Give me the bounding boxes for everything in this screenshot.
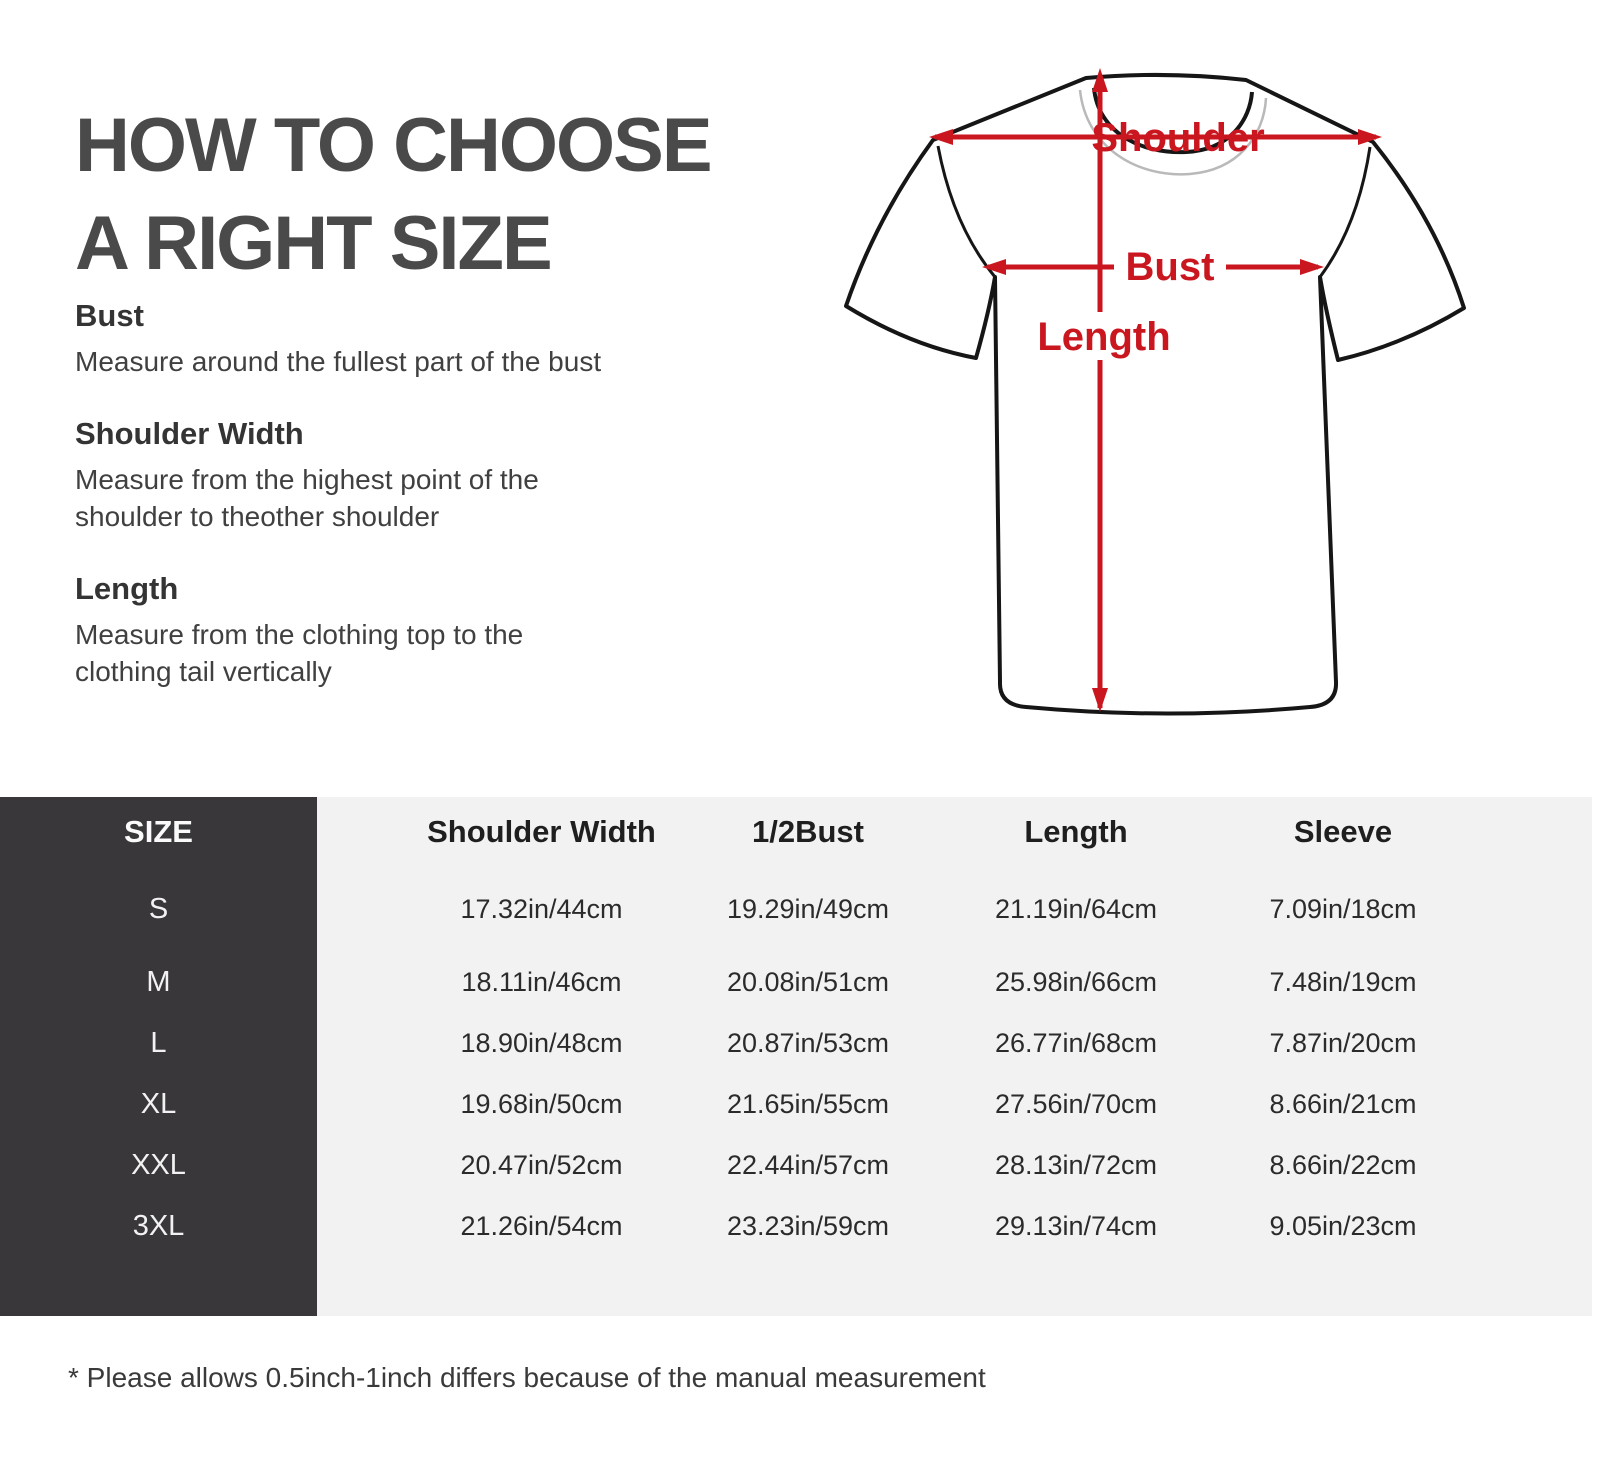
value-xxl-shoulder: 20.47in/52cm bbox=[460, 1150, 623, 1180]
value-3xl-sleeve: 9.05in/23cm bbox=[1269, 1211, 1417, 1241]
column-header-sleeve: Sleeve bbox=[1293, 814, 1393, 849]
size-label-xxl: XXL bbox=[131, 1149, 186, 1181]
length-label-backdrop bbox=[1046, 312, 1162, 360]
tshirt-measurement-diagram: Shoulder Bust Length bbox=[844, 68, 1466, 716]
instruction-length: Length Measure from the clothing top to … bbox=[75, 571, 735, 690]
column-header-half-bust: 1/2Bust bbox=[752, 814, 864, 849]
value-3xl-shoulder: 21.26in/54cm bbox=[460, 1211, 623, 1241]
value-s-length: 21.19in/64cm bbox=[994, 893, 1158, 924]
value-xxl-length: 28.13in/72cm bbox=[994, 1150, 1158, 1180]
bust-arrowhead-left bbox=[982, 259, 1006, 275]
size-label-xl: XL bbox=[140, 1088, 177, 1120]
instruction-shoulder-width-heading: Shoulder Width bbox=[75, 416, 304, 451]
value-xxl-sleeve: 8.66in/22cm bbox=[1269, 1150, 1417, 1180]
shoulder-label: Shoulder bbox=[1091, 116, 1264, 160]
size-chart-grid: SIZE Shoulder Width 1/2Bust Length Sleev… bbox=[0, 797, 1592, 1257]
left-sleeve-seam bbox=[936, 145, 997, 278]
length-arrowhead-top bbox=[1092, 68, 1108, 92]
value-3xl-length: 29.13in/74cm bbox=[994, 1211, 1158, 1241]
value-l-bust: 20.87in/53cm bbox=[726, 1028, 890, 1058]
instruction-length-text: Measure from the clothing top to the clo… bbox=[75, 619, 524, 687]
page-title-line2: A RIGHT SIZE bbox=[75, 200, 553, 286]
value-l-sleeve: 7.87in/20cm bbox=[1269, 1028, 1417, 1058]
tshirt-outline-icon bbox=[844, 72, 1466, 716]
page-title-line1: HOW TO CHOOSE bbox=[75, 102, 713, 188]
value-l-length: 26.77in/68cm bbox=[994, 1028, 1158, 1058]
length-label: Length bbox=[1037, 315, 1170, 359]
instruction-shoulder-width-text: Measure from the highest point of the sh… bbox=[75, 464, 539, 532]
size-label-l: L bbox=[150, 1027, 167, 1059]
length-arrowhead-bottom bbox=[1092, 688, 1108, 712]
value-xxl-bust: 22.44in/57cm bbox=[726, 1150, 890, 1180]
value-xl-shoulder: 19.68in/50cm bbox=[460, 1089, 623, 1119]
value-m-shoulder: 18.11in/46cm bbox=[461, 966, 622, 997]
measurement-disclaimer: * Please allows 0.5inch-1inch differs be… bbox=[68, 1362, 986, 1393]
value-xl-length: 27.56in/70cm bbox=[994, 1089, 1158, 1119]
size-column-panel bbox=[0, 797, 317, 1316]
size-chart-table: SIZE Shoulder Width 1/2Bust Length Sleev… bbox=[0, 797, 1592, 1316]
value-l-shoulder: 18.90in/48cm bbox=[460, 1028, 623, 1058]
bust-arrowhead-right bbox=[1300, 259, 1324, 275]
value-xl-sleeve: 8.66in/21cm bbox=[1269, 1089, 1417, 1119]
value-s-sleeve: 7.09in/18cm bbox=[1269, 893, 1417, 924]
bust-label: Bust bbox=[1126, 245, 1215, 289]
instruction-shoulder-width: Shoulder Width Measure from the highest … bbox=[75, 416, 735, 535]
value-s-shoulder: 17.32in/44cm bbox=[460, 893, 623, 924]
instruction-bust-text: Measure around the fullest part of the b… bbox=[75, 346, 602, 377]
value-3xl-bust: 23.23in/59cm bbox=[726, 1211, 890, 1241]
column-header-shoulder-width: Shoulder Width bbox=[427, 814, 656, 849]
measurement-instructions: Bust Measure around the fullest part of … bbox=[75, 298, 735, 690]
size-label-m: M bbox=[146, 965, 171, 998]
value-xl-bust: 21.65in/55cm bbox=[726, 1089, 890, 1119]
size-label-s: S bbox=[148, 892, 169, 925]
size-chart-corner-header: SIZE bbox=[124, 814, 193, 849]
instruction-bust-heading: Bust bbox=[75, 298, 144, 333]
instruction-bust: Bust Measure around the fullest part of … bbox=[75, 298, 735, 380]
shoulder-arrowhead-left bbox=[929, 129, 953, 145]
column-header-length: Length bbox=[1024, 814, 1128, 849]
size-label-3xl: 3XL bbox=[132, 1210, 185, 1242]
value-s-bust: 19.29in/49cm bbox=[726, 893, 890, 924]
page-title: HOW TO CHOOSE A RIGHT SIZE bbox=[75, 97, 713, 293]
collar-shading bbox=[1078, 89, 1268, 176]
value-m-sleeve: 7.48in/19cm bbox=[1269, 966, 1417, 997]
value-m-length: 25.98in/66cm bbox=[994, 966, 1158, 997]
value-m-bust: 20.08in/51cm bbox=[726, 966, 890, 997]
instruction-length-heading: Length bbox=[75, 571, 179, 606]
collar-band bbox=[1092, 87, 1254, 155]
right-sleeve-seam bbox=[1318, 146, 1372, 278]
shoulder-arrowhead-right bbox=[1358, 129, 1382, 145]
